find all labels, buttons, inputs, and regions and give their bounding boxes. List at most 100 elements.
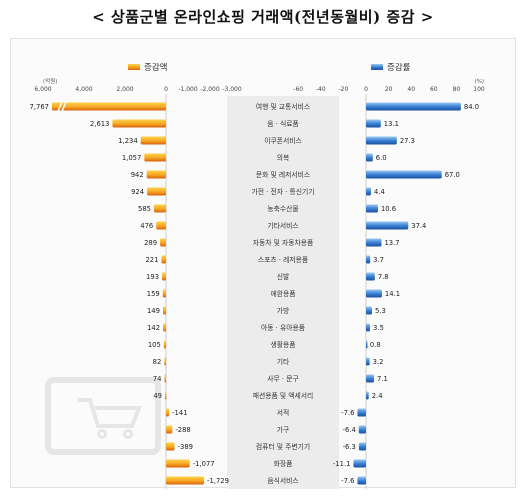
left-value-label: 7,767 [30, 103, 49, 111]
left-bar [144, 153, 166, 162]
right-tick-label: -60 [293, 86, 303, 93]
left-bar [166, 442, 175, 451]
right-bar [366, 238, 382, 247]
right-bar [366, 102, 461, 111]
left-bar [166, 476, 205, 485]
left-value-label: 74 [153, 375, 162, 383]
left-chart [52, 94, 205, 489]
right-value-label: -6.3 [343, 443, 356, 451]
right-bar [357, 476, 366, 485]
left-value-label: 221 [145, 256, 158, 264]
chart-labels: 증감액 증감률 (억원) (%) 6,000 4,000 2,000 0 -1,000 -2,00… [30, 62, 485, 485]
left-value-label: 1,057 [122, 154, 141, 162]
right-tick-label: 100 [473, 86, 485, 93]
right-value-label: -11.1 [333, 460, 351, 468]
category-label: 가방 [277, 306, 290, 315]
left-value-label: -389 [178, 443, 193, 451]
legend-swatch-left [128, 64, 140, 70]
right-unit-label: (%) [474, 79, 484, 85]
right-bar [357, 408, 366, 417]
legend-left: 증감액 [128, 62, 167, 73]
right-bar [353, 459, 366, 468]
right-value-label: 5.3 [375, 307, 386, 315]
category-label: 농축수산물 [267, 204, 298, 213]
right-value-label: 14.1 [385, 290, 400, 298]
right-value-label: 7.8 [378, 273, 389, 281]
right-value-label: 6.0 [376, 154, 387, 162]
right-tick-label: 60 [430, 86, 438, 93]
left-value-label: 289 [144, 239, 157, 247]
left-value-label: -141 [172, 409, 187, 417]
right-value-label: -7.6 [341, 409, 354, 417]
category-label: 애완용품 [270, 289, 295, 298]
right-bar [366, 357, 370, 366]
right-bar [366, 374, 375, 383]
right-value-label: -6.4 [343, 426, 356, 434]
left-bar [160, 238, 166, 247]
right-bar [366, 272, 375, 281]
left-value-label: 924 [131, 188, 144, 196]
category-label: 가전 · 전자 · 통신기기 [252, 187, 315, 196]
left-bar [163, 340, 166, 349]
right-tick-label: -40 [316, 86, 326, 93]
right-chart [353, 94, 461, 489]
right-value-label: 27.3 [400, 137, 415, 145]
right-value-label: 2.4 [372, 392, 383, 400]
left-tick-label: -2,000 [200, 86, 220, 93]
category-label: 음식서비스 [267, 476, 298, 485]
right-tick-label: 40 [407, 86, 415, 93]
category-label: 기타서비스 [267, 221, 298, 230]
category-label: 자동차 및 자동차용품 [253, 238, 314, 247]
left-value-label: 942 [131, 171, 144, 179]
left-value-label: 159 [147, 290, 160, 298]
category-label: 기타 [277, 357, 290, 366]
left-bar [164, 391, 167, 400]
left-value-label: -1,077 [193, 460, 215, 468]
left-value-label: 2,613 [90, 120, 109, 128]
category-label: 의복 [277, 153, 290, 162]
left-value-label: -1,729 [207, 477, 229, 485]
left-tick-label: 2,000 [116, 86, 133, 93]
category-label: 가구 [277, 425, 290, 434]
right-value-label: 13.1 [384, 120, 399, 128]
right-value-label: 67.0 [445, 171, 460, 179]
category-label: 사무 · 문구 [267, 374, 299, 383]
left-value-label: 193 [146, 273, 159, 281]
left-bar [140, 136, 166, 145]
left-tick-label: -1,000 [178, 86, 198, 93]
right-value-label: 4.4 [374, 188, 385, 196]
left-value-label: 476 [140, 222, 153, 230]
right-bar [366, 170, 442, 179]
right-bar [366, 323, 370, 332]
left-value-label: 142 [147, 324, 160, 332]
right-bar [366, 255, 371, 264]
category-label: 문화 및 레저서비스 [256, 170, 310, 179]
right-value-label: -7.6 [341, 477, 354, 485]
left-bar [162, 272, 166, 281]
right-bar [366, 187, 371, 196]
category-label: 스포츠 · 레저용품 [258, 255, 308, 264]
left-tick-label: 4,000 [75, 86, 92, 93]
right-value-label: 0.8 [370, 341, 381, 349]
left-value-label: -288 [175, 426, 190, 434]
left-tick-label: -3,000 [222, 86, 242, 93]
left-bar [146, 170, 166, 179]
right-bar [366, 391, 369, 400]
legend-swatch-right [371, 64, 383, 70]
left-bar [154, 204, 166, 213]
left-value-label: 1,234 [118, 137, 137, 145]
right-bar [358, 442, 366, 451]
right-value-label: 37.4 [411, 222, 426, 230]
left-tick-label: 6,000 [34, 86, 51, 93]
category-label: 신발 [277, 272, 290, 281]
left-bar [166, 408, 170, 417]
left-bar [52, 102, 166, 111]
category-label: 생활용품 [270, 340, 295, 349]
right-bar [366, 136, 397, 145]
left-bar [162, 289, 166, 298]
right-bar [366, 204, 378, 213]
right-bar [366, 153, 373, 162]
right-value-label: 3.7 [373, 256, 384, 264]
legend-label-left: 증감액 [144, 62, 167, 73]
category-label: 패션용품 및 액세서리 [253, 391, 314, 400]
